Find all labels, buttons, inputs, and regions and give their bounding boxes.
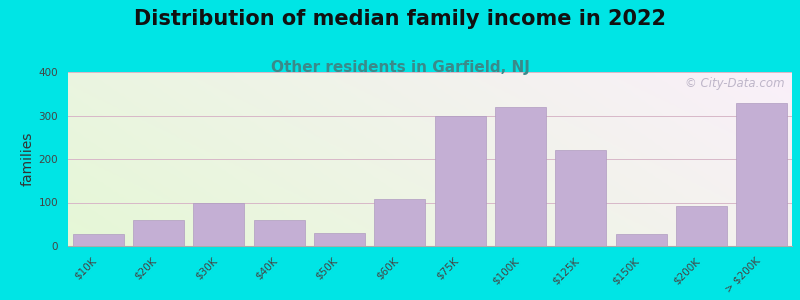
- Y-axis label: families: families: [21, 132, 34, 186]
- Bar: [193, 202, 245, 246]
- Bar: [495, 107, 546, 246]
- Bar: [676, 206, 727, 246]
- Bar: [254, 220, 305, 246]
- Text: Distribution of median family income in 2022: Distribution of median family income in …: [134, 9, 666, 29]
- Bar: [374, 200, 426, 246]
- Text: © City-Data.com: © City-Data.com: [685, 77, 785, 90]
- Bar: [314, 233, 365, 246]
- Bar: [555, 150, 606, 246]
- Bar: [73, 234, 124, 246]
- Bar: [133, 220, 184, 246]
- Bar: [736, 103, 787, 246]
- Bar: [615, 234, 667, 246]
- Text: Other residents in Garfield, NJ: Other residents in Garfield, NJ: [270, 60, 530, 75]
- Bar: [434, 116, 486, 246]
